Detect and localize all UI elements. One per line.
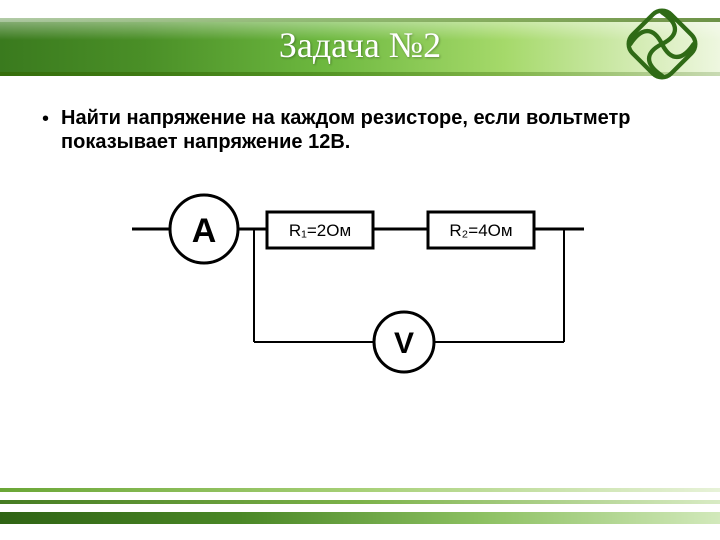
footer-line-2 — [0, 500, 720, 504]
circuit-diagram: A R₁=2Ом R₂=4Ом V — [122, 184, 602, 394]
knot-ornament-icon — [626, 8, 698, 80]
voltmeter-label: V — [394, 327, 414, 360]
footer-band — [0, 488, 720, 524]
resistor-r1-label: R₁=2Ом — [289, 221, 351, 240]
problem-block: • Найти напряжение на каждом резисторе, … — [42, 106, 682, 154]
header-band: Задача №2 — [0, 18, 720, 76]
resistor-r2-label: R₂=4Ом — [449, 221, 512, 240]
bullet-icon: • — [42, 106, 49, 132]
header-border-bottom — [0, 72, 720, 76]
problem-text: Найти напряжение на каждом резисторе, ес… — [61, 106, 682, 154]
footer-line-1 — [0, 488, 720, 492]
footer-bar — [0, 512, 720, 524]
page-title: Задача №2 — [0, 24, 720, 66]
header-border-top — [0, 18, 720, 22]
ammeter-label: A — [192, 212, 217, 250]
